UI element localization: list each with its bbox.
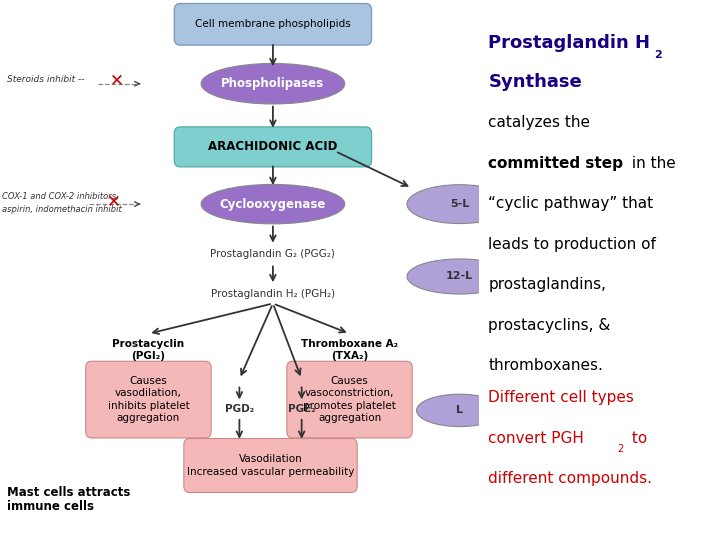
Text: catalyzes the: catalyzes the — [488, 115, 590, 130]
FancyBboxPatch shape — [174, 127, 372, 167]
Text: Prostaglandin H₂ (PGH₂): Prostaglandin H₂ (PGH₂) — [211, 289, 335, 299]
Text: COX-1 and COX-2 inhibitors,: COX-1 and COX-2 inhibitors, — [2, 192, 119, 201]
Ellipse shape — [407, 259, 513, 294]
FancyBboxPatch shape — [86, 361, 211, 438]
Text: different compounds.: different compounds. — [488, 471, 652, 487]
Text: PGE₂: PGE₂ — [288, 404, 315, 414]
Text: in the: in the — [627, 156, 676, 171]
Text: committed step: committed step — [488, 156, 624, 171]
Text: aspirin, indomethacin inhibit: aspirin, indomethacin inhibit — [2, 205, 122, 214]
FancyBboxPatch shape — [174, 3, 372, 45]
Text: PGD₂: PGD₂ — [225, 404, 254, 414]
Text: ARACHIDONIC ACID: ARACHIDONIC ACID — [208, 140, 338, 153]
Text: 2: 2 — [654, 50, 662, 60]
Text: thromboxanes.: thromboxanes. — [488, 358, 603, 373]
Text: Causes
vasodilation,
inhibits platelet
aggregation: Causes vasodilation, inhibits platelet a… — [107, 376, 189, 423]
Text: ✕: ✕ — [107, 192, 121, 210]
Text: 2: 2 — [618, 444, 624, 454]
Text: to: to — [627, 431, 647, 446]
Text: L: L — [456, 406, 463, 415]
Ellipse shape — [407, 185, 513, 224]
Text: Prostaglandin G₂ (PGG₂): Prostaglandin G₂ (PGG₂) — [210, 249, 336, 259]
Text: “cyclic pathway” that: “cyclic pathway” that — [488, 196, 654, 211]
Text: 12-L: 12-L — [446, 272, 473, 281]
Text: Phospholipases: Phospholipases — [221, 77, 325, 90]
Ellipse shape — [201, 64, 345, 104]
Text: Thromboxane A₂
(TXA₂): Thromboxane A₂ (TXA₂) — [301, 339, 398, 361]
Text: Causes
vasoconstriction,
promotes platelet
aggregation: Causes vasoconstriction, promotes platel… — [303, 376, 396, 423]
Text: Steroids inhibit --: Steroids inhibit -- — [7, 76, 85, 84]
FancyBboxPatch shape — [287, 361, 413, 438]
FancyBboxPatch shape — [184, 438, 357, 492]
Ellipse shape — [201, 185, 345, 224]
Text: convert PGH: convert PGH — [488, 431, 585, 446]
Text: ✕: ✕ — [110, 71, 125, 89]
Text: prostaglandins,: prostaglandins, — [488, 277, 606, 292]
Text: prostacyclins, &: prostacyclins, & — [488, 318, 611, 333]
Text: Vasodilation
Increased vascular permeability: Vasodilation Increased vascular permeabi… — [186, 454, 354, 477]
Ellipse shape — [417, 394, 503, 427]
Text: Different cell types: Different cell types — [488, 390, 634, 406]
Text: Cyclooxygenase: Cyclooxygenase — [220, 198, 326, 211]
Text: Mast cells attracts
immune cells: Mast cells attracts immune cells — [7, 485, 130, 514]
Text: leads to production of: leads to production of — [488, 237, 657, 252]
Text: Prostaglandin H: Prostaglandin H — [488, 34, 650, 52]
Text: Synthase: Synthase — [488, 73, 582, 91]
Text: Cell membrane phospholipids: Cell membrane phospholipids — [195, 19, 351, 29]
Text: 5-L: 5-L — [450, 199, 469, 209]
Text: Prostacyclin
(PGI₂): Prostacyclin (PGI₂) — [112, 339, 184, 361]
